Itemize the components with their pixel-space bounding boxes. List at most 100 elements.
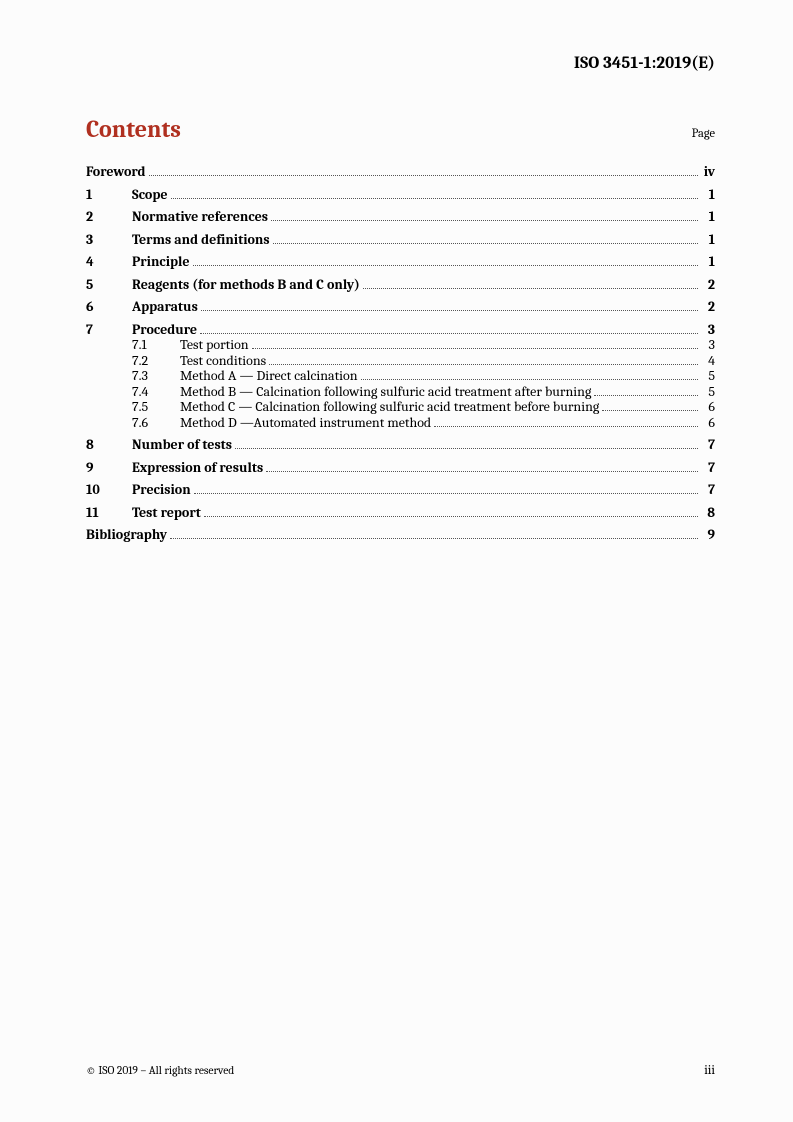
toc-page-number: 6 [701, 416, 715, 430]
page: ISO 3451-1:2019(E) Contents Page Forewor… [0, 0, 793, 1122]
toc-leader [271, 210, 698, 221]
page-number: iii [704, 1063, 715, 1078]
toc-entry: 10Precision7 [86, 483, 715, 497]
toc-page-number: 3 [701, 323, 715, 337]
toc-entry: 2Normative references 1 [86, 210, 715, 224]
toc-subentry-title: Test portion [180, 338, 249, 352]
toc-page-number: 8 [701, 506, 715, 520]
toc-section-number: 6 [86, 300, 132, 314]
toc-page-number: 5 [701, 385, 715, 399]
toc-page-number: 6 [701, 400, 715, 414]
toc-entry-title: Bibliography [86, 528, 167, 542]
toc-page-number: 2 [701, 278, 715, 292]
toc-entry: 8Number of tests 7 [86, 438, 715, 452]
toc-section-number: 2 [86, 210, 132, 224]
toc-entry-title: Apparatus [132, 300, 198, 314]
toc-leader [594, 385, 698, 396]
toc-section-number: 11 [86, 506, 132, 520]
contents-heading-row: Contents Page [86, 115, 715, 143]
toc-subsection-number: 7.4 [132, 385, 180, 399]
toc-page-number: 1 [701, 210, 715, 224]
toc-entry-title: Reagents (for methods B and C only) [132, 278, 360, 292]
toc-leader [273, 233, 698, 244]
toc-subsection-number: 7.1 [132, 338, 180, 352]
toc-subentry-title: Method B — Calcination following sulfuri… [180, 385, 591, 399]
toc-entry-title: Expression of results [132, 461, 263, 475]
toc-entry: 11Test report 8 [86, 506, 715, 520]
toc-entry-title: Normative references [132, 210, 268, 224]
toc-entry-title: Foreword [86, 165, 146, 179]
toc-leader [201, 300, 698, 311]
toc-subentry: 7.6Method D —Automated instrument method… [86, 416, 715, 430]
toc-page-number: 9 [701, 528, 715, 542]
document-id-header: ISO 3451-1:2019(E) [86, 54, 715, 73]
toc-entry: 6Apparatus 2 [86, 300, 715, 314]
toc-page-number: iv [701, 165, 715, 179]
toc-page-number: 5 [701, 369, 715, 383]
toc-subentry: 7.1Test portion 3 [86, 338, 715, 352]
toc-entry: 5Reagents (for methods B and C only) 2 [86, 278, 715, 292]
toc-page-number: 1 [701, 188, 715, 202]
toc-leader [200, 323, 698, 334]
toc-subentry-title: Test conditions [180, 354, 266, 368]
toc-page-number: 7 [701, 438, 715, 452]
table-of-contents: Forewordiv1Scope12Normative references13… [86, 165, 715, 542]
toc-subsection-number: 7.5 [132, 400, 180, 414]
toc-leader [170, 528, 698, 539]
toc-subentry: 7.2Test conditions 4 [86, 354, 715, 368]
toc-entry: 3Terms and definitions 1 [86, 233, 715, 247]
toc-entry-title: Test report [132, 506, 201, 520]
toc-entry-title: Scope [132, 188, 168, 202]
toc-entry-title: Procedure [132, 323, 197, 337]
toc-entry: Bibliography 9 [86, 528, 715, 542]
toc-section-number: 8 [86, 438, 132, 452]
toc-subentry-title: Method C — Calcination following sulfuri… [180, 400, 599, 414]
toc-leader [171, 188, 698, 199]
toc-leader [269, 354, 698, 365]
toc-entry: 7Procedure 3 [86, 323, 715, 337]
toc-leader [252, 338, 698, 349]
toc-subentry: 7.4Method B — Calcination following sulf… [86, 385, 715, 399]
toc-section-number: 5 [86, 278, 132, 292]
toc-section-number: 3 [86, 233, 132, 247]
toc-section-number: 9 [86, 461, 132, 475]
toc-entry: Foreword iv [86, 165, 715, 179]
page-column-label: Page [692, 127, 715, 141]
toc-subentry-title: Method D —Automated instrument method [180, 416, 431, 430]
toc-leader [266, 461, 698, 472]
toc-subentry-title: Method A — Direct calcination [180, 369, 358, 383]
toc-entry: 9Expression of results 7 [86, 461, 715, 475]
page-footer: © ISO 2019 – All rights reserved iii [86, 1063, 715, 1078]
toc-page-number: 2 [701, 300, 715, 314]
toc-subentry: 7.5Method C — Calcination following sulf… [86, 400, 715, 414]
toc-leader [434, 416, 698, 427]
toc-leader [193, 255, 698, 266]
toc-page-number: 1 [701, 255, 715, 269]
toc-page-number: 4 [701, 354, 715, 368]
toc-entry: 4Principle 1 [86, 255, 715, 269]
toc-leader [194, 483, 698, 494]
toc-leader [149, 165, 698, 176]
contents-title: Contents [86, 115, 181, 143]
toc-section-number: 10 [86, 483, 132, 497]
toc-section-number: 7 [86, 323, 132, 337]
toc-leader [363, 278, 698, 289]
toc-entry-title: Terms and definitions [132, 233, 270, 247]
toc-entry-title: Number of tests [132, 438, 232, 452]
toc-subsection-number: 7.6 [132, 416, 180, 430]
toc-leader [361, 369, 698, 380]
toc-subsection-number: 7.3 [132, 369, 180, 383]
toc-entry: 1Scope1 [86, 188, 715, 202]
toc-section-number: 4 [86, 255, 132, 269]
copyright-text: © ISO 2019 – All rights reserved [86, 1064, 234, 1077]
toc-leader [235, 438, 698, 449]
toc-page-number: 3 [701, 338, 715, 352]
toc-subentry: 7.3Method A — Direct calcination 5 [86, 369, 715, 383]
toc-page-number: 1 [701, 233, 715, 247]
toc-section-number: 1 [86, 188, 132, 202]
toc-subsection-number: 7.2 [132, 354, 180, 368]
toc-page-number: 7 [701, 461, 715, 475]
toc-entry-title: Principle [132, 255, 190, 269]
toc-entry-title: Precision [132, 483, 191, 497]
toc-leader [602, 400, 698, 411]
